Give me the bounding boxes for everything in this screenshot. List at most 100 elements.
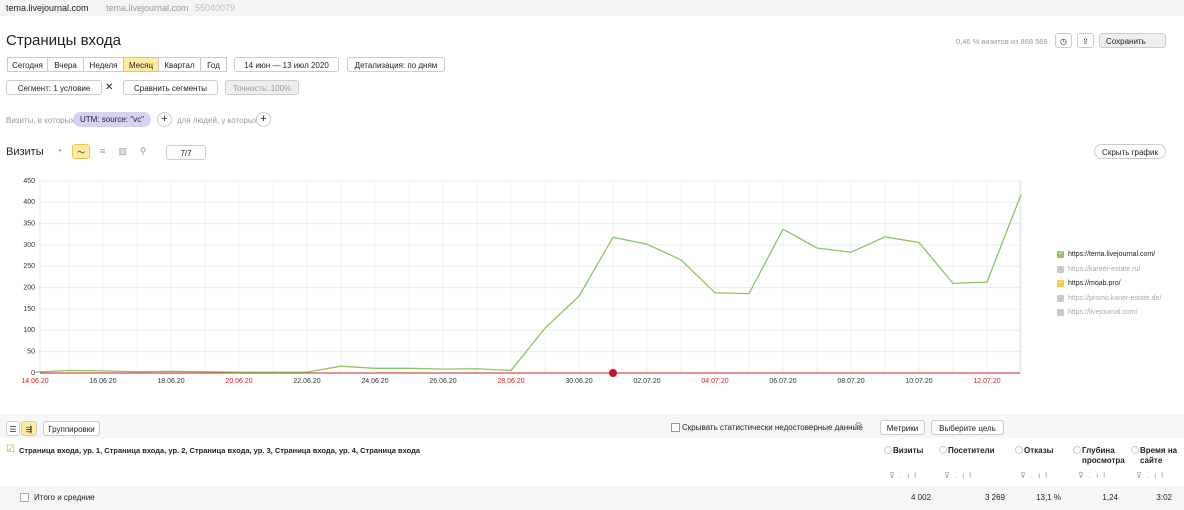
plot-area [39, 180, 1021, 374]
x-tick-label: 10.07.20 [905, 378, 932, 385]
filter-chip[interactable]: UTM: source: "vc" [73, 112, 151, 127]
x-tick-label: 26.06.20 [429, 378, 456, 385]
column-filters[interactable]: ⊽.ıl [889, 471, 922, 480]
column-filters[interactable]: ⊽.ıl [944, 471, 977, 480]
column-radio[interactable] [1131, 446, 1139, 454]
chart-type-icons[interactable]: ≡▥⚲ [100, 146, 160, 156]
checkbox[interactable] [20, 493, 29, 502]
site-selector[interactable]: tema.livejournal.com [6, 3, 89, 13]
x-tick-label: 20.06.20 [225, 378, 252, 385]
top-bar [0, 0, 1184, 16]
view-toggle[interactable]: ⇶ [21, 421, 37, 436]
x-tick-label: 14.06.20 [21, 378, 48, 385]
view-toggle[interactable]: ☰ [6, 421, 20, 436]
accuracy-button: Точность: 100% [225, 80, 299, 95]
site-secondary: tema.livejournal.com [106, 3, 189, 13]
period-button[interactable]: Месяц [123, 57, 159, 72]
legend-checkbox[interactable] [1057, 294, 1064, 302]
legend-checkbox[interactable]: ✓ [1057, 280, 1064, 287]
x-tick-label: 12.07.20 [973, 378, 1000, 385]
legend-checkbox[interactable]: ✓ [1057, 251, 1064, 258]
date-range[interactable]: 14 июн — 13 июл 2020 [234, 57, 339, 72]
add-filter[interactable]: + [256, 112, 271, 127]
export-button[interactable]: ⇪ [1077, 33, 1094, 48]
column-header[interactable]: Визиты [893, 446, 924, 455]
x-tick-label: 30.06.20 [565, 378, 592, 385]
annotation-marker [609, 369, 617, 377]
filter-suffix: для людей, у которых [177, 116, 258, 125]
counter-id: 55040079 [195, 3, 236, 13]
detail-select[interactable]: Детализация: по дням [347, 57, 445, 72]
add-filter[interactable]: + [157, 112, 172, 127]
total-value: 3 269 [984, 493, 1005, 502]
column-filters[interactable]: ⊽.ıl [1078, 471, 1111, 480]
total-value: 3:02 [1156, 493, 1172, 502]
legend-label[interactable]: https://moab.pro/ [1068, 280, 1121, 287]
column-radio[interactable] [1015, 446, 1023, 454]
x-tick-label: 18.06.20 [157, 378, 184, 385]
x-tick-label: 02.07.20 [633, 378, 660, 385]
legend-checkbox[interactable] [1057, 265, 1064, 273]
column-header[interactable]: Посетители [948, 446, 995, 455]
checkbox-checked[interactable]: ☑ [6, 444, 15, 455]
period-button[interactable]: Квартал [158, 57, 201, 72]
groupings-button[interactable]: Группировки [43, 421, 100, 436]
hide-chart[interactable]: Скрыть график [1094, 144, 1166, 159]
compare-button[interactable]: Сравнить сегменты [123, 80, 218, 95]
period-button[interactable]: Год [200, 57, 227, 72]
segment-button[interactable]: Сегмент: 1 условие [6, 80, 102, 95]
sample-info: 0,46 % визитов из 868 569 [956, 37, 1048, 46]
clear-segment[interactable]: ✕ [105, 82, 114, 93]
hide-unreliable[interactable]: Скрывать статистически недостоверные дан… [682, 423, 863, 432]
x-tick-label: 04.07.20 [701, 378, 728, 385]
total-value: 4 002 [910, 493, 931, 502]
period-button[interactable]: Сегодня [7, 57, 48, 72]
column-filters[interactable]: ⊽.ıl [1020, 471, 1053, 480]
column-radio[interactable] [939, 446, 947, 454]
checkbox[interactable] [671, 423, 680, 432]
page-title: Страницы входа [6, 32, 121, 49]
x-tick-label: 08.07.20 [837, 378, 864, 385]
y-tick-label: 0 [31, 370, 35, 377]
column-header[interactable]: Глубина просмотра [1082, 446, 1125, 465]
column-radio[interactable] [1073, 446, 1081, 454]
column-radio[interactable] [884, 446, 892, 454]
x-tick-label: 22.06.20 [293, 378, 320, 385]
chart-type-icons[interactable]: ◔ [56, 146, 75, 157]
y-tick-label: 200 [23, 285, 35, 292]
column-header[interactable]: Отказы [1024, 446, 1054, 455]
column-header[interactable]: Время на сайте [1140, 446, 1178, 465]
history-button[interactable]: ◷ [1055, 33, 1072, 48]
column-filters[interactable]: ⊽.ıl [1136, 471, 1169, 480]
x-tick-label: 24.06.20 [361, 378, 388, 385]
y-tick-label: 300 [23, 242, 35, 249]
chart: 14.06.20 16.06.20 18.06.20 20.06.20 22.06.20… [21, 178, 1022, 385]
x-tick-label: 16.06.20 [89, 378, 116, 385]
metrics-button[interactable]: Метрики [880, 420, 925, 435]
legend-label[interactable]: https://livejournal.com/ [1068, 309, 1138, 316]
filter-prefix: Визиты, в которых [6, 116, 75, 125]
legend-label[interactable]: https://promo.kaner-estate.de/ [1068, 294, 1162, 302]
line-chart-toggle[interactable]: 〜 [72, 144, 90, 159]
period-button[interactable]: Вчера [47, 57, 84, 72]
legend-label[interactable]: https://kareer-estate.ru/ [1068, 265, 1141, 273]
dimension-header: Страница входа, ур. 1, Страница входа, у… [19, 446, 421, 455]
chart-title: Визиты [6, 146, 44, 158]
legend-checkbox[interactable] [1057, 309, 1064, 316]
series-count[interactable]: 7/7 [166, 145, 206, 160]
total-value: 13,1 % [1036, 493, 1061, 502]
legend-label[interactable]: https://tema.livejournal.com/ [1068, 251, 1156, 258]
save-button[interactable]: Сохранить [1099, 33, 1166, 48]
y-tick-label: 150 [23, 306, 35, 313]
series-line [34, 194, 1022, 373]
total-value: 1,24 [1102, 493, 1118, 502]
settings-icon[interactable]: ⚙ [854, 421, 863, 432]
y-tick-label: 100 [23, 327, 35, 334]
goal-select[interactable]: Выберите цель [931, 420, 1004, 435]
table-header [0, 438, 1184, 486]
totals-label: Итого и средние [34, 493, 95, 502]
y-tick-label: 350 [23, 221, 35, 228]
period-button[interactable]: Неделя [83, 57, 124, 72]
x-tick-label: 06.07.20 [769, 378, 796, 385]
